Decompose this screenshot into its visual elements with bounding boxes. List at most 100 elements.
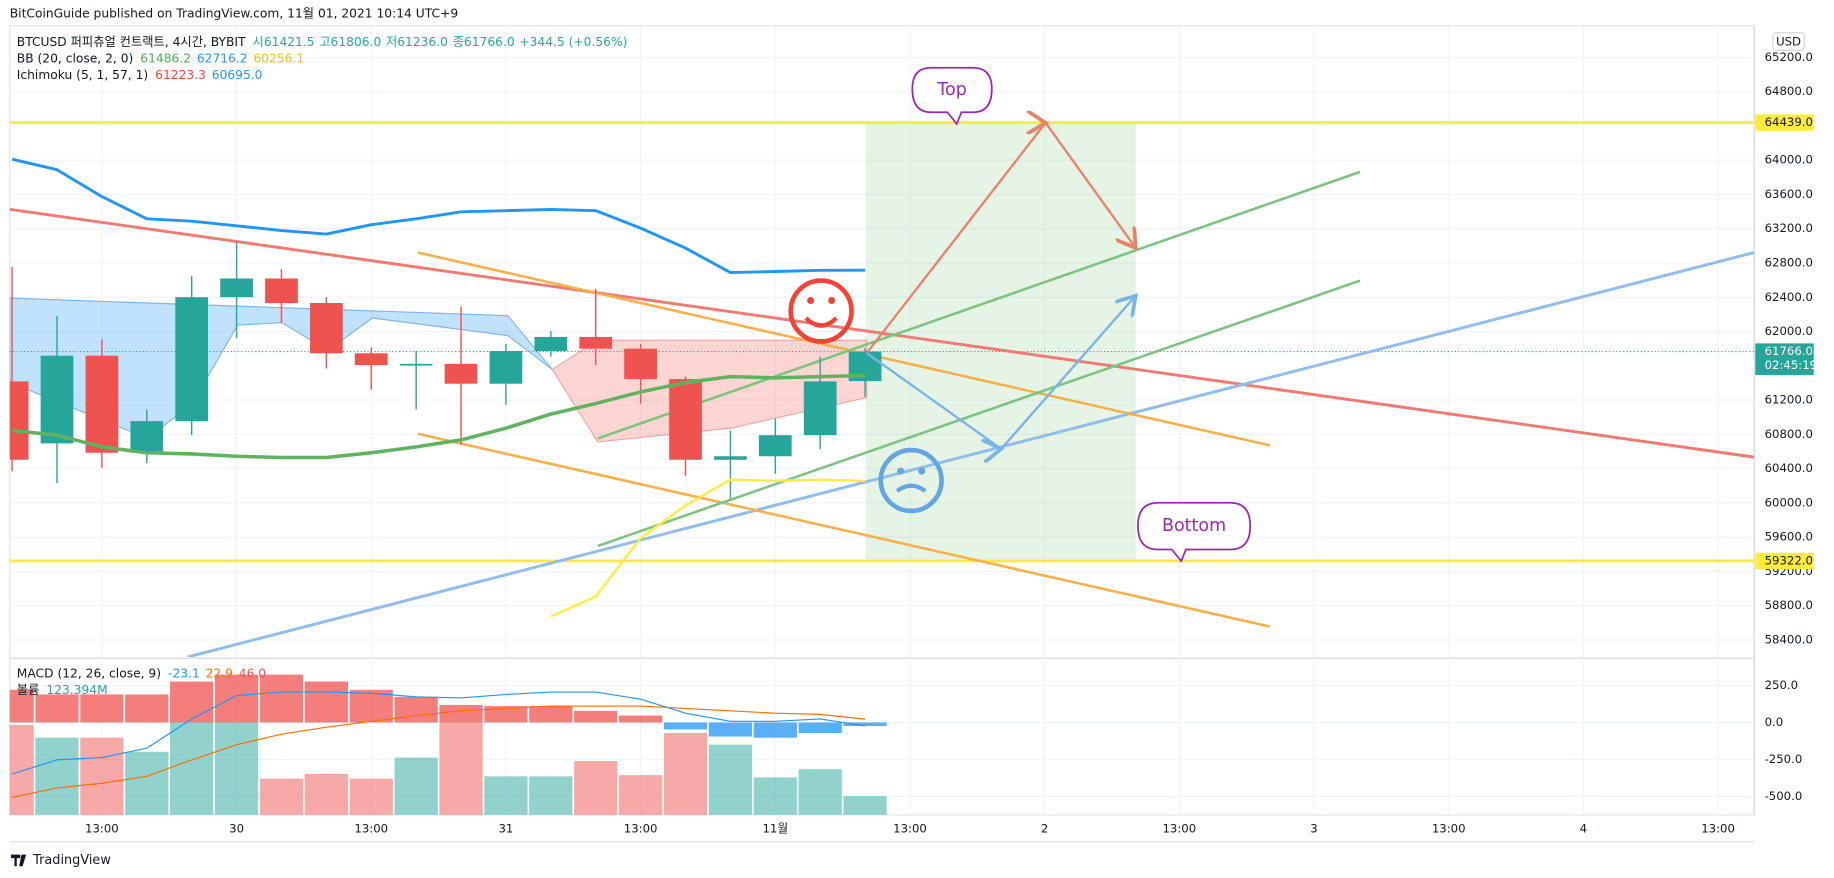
macd-pane — [9, 674, 887, 815]
candle-body — [669, 379, 702, 460]
symbol: BTCUSD 퍼피츄얼 컨트랙트, 4시간, BYBIT — [17, 35, 246, 49]
level-label: 64439.0 — [1765, 115, 1813, 129]
y-tick-label: 62000.0 — [1765, 324, 1813, 338]
value: 22.9 — [206, 666, 233, 680]
y-tick-label: 65200.0 — [1765, 50, 1813, 64]
x-tick-label: 13:00 — [893, 821, 927, 835]
value: -23.1 — [168, 666, 200, 680]
candle-body — [220, 278, 253, 298]
candles — [9, 242, 882, 499]
macd-histogram-bar — [394, 696, 438, 723]
indicator-line — [550, 478, 866, 618]
levels — [9, 121, 1755, 563]
volume-bar — [529, 776, 573, 815]
x-tick-label: 3 — [1310, 821, 1317, 835]
candle-body — [534, 336, 568, 351]
volume-bar — [708, 744, 753, 815]
x-tick-label: 2 — [1041, 821, 1048, 835]
volume-bar — [798, 769, 842, 815]
signal-line — [11, 705, 866, 798]
candle-body — [309, 303, 343, 354]
volume-bar — [35, 737, 79, 815]
value: 46.0 — [239, 666, 266, 680]
y-tick-label: 58400.0 — [1765, 632, 1813, 646]
trend-line — [597, 170, 1361, 440]
value: 60695.0 — [212, 67, 263, 81]
y-tick-label: 59600.0 — [1765, 530, 1813, 544]
y-tick-label: 64800.0 — [1765, 84, 1813, 98]
y-tick-label: 63600.0 — [1765, 187, 1813, 201]
candle-body — [265, 278, 298, 304]
ohlc: 종61766.0 — [453, 35, 515, 49]
legend: BTCUSD 퍼피츄얼 컨트랙트, 4시간, BYBIT 시61421.5 고618… — [17, 35, 628, 697]
indicator-line — [11, 373, 866, 460]
macd-histogram-bar — [304, 681, 348, 723]
candle-body — [758, 435, 792, 457]
change: +344.5 (+0.56%) — [519, 35, 627, 49]
indicator: 볼륨 — [17, 682, 40, 696]
macd-histogram-bar — [843, 722, 887, 727]
legend-row: Ichimoku (5, 1, 57, 1) 61223.3 60695.0 — [17, 67, 263, 81]
ichimoku-cloud-bull — [9, 297, 553, 440]
path-arrow — [866, 296, 1136, 449]
candle-body — [489, 350, 523, 384]
macd-histogram-bar — [170, 681, 214, 723]
indicator-lines — [11, 157, 866, 618]
macd-histogram-bar — [708, 722, 753, 737]
y-tick-label: 61200.0 — [1765, 393, 1813, 407]
y-tick-label: 62400.0 — [1765, 290, 1813, 304]
value: 60256.1 — [253, 51, 304, 65]
y2-tick-label: 250.0 — [1765, 678, 1798, 692]
currency: USD — [1776, 35, 1801, 49]
macd-histogram-bar — [798, 722, 842, 733]
level-badge — [1755, 552, 1814, 570]
volume-bar — [663, 732, 708, 815]
y-tick-label: 63200.0 — [1765, 221, 1813, 235]
logo — [10, 854, 27, 867]
volume-bar — [574, 761, 618, 815]
trend-line — [597, 279, 1361, 548]
volume-bar — [394, 757, 438, 815]
y-tick-label: 62800.0 — [1765, 256, 1813, 270]
ohlc: 고61806.0 — [319, 35, 381, 49]
value: 62716.2 — [197, 51, 248, 65]
legend-row: MACD (12, 26, close, 9) -23.1 22.9 46.0 — [17, 666, 266, 680]
axes: 65200.0 64800.0 64000.0 63600.0 63200.0 62800… — [85, 50, 1817, 835]
y-tick-label: 64000.0 — [1765, 153, 1813, 167]
last-price-badge — [1755, 343, 1814, 375]
annotation: Bottom — [1162, 516, 1226, 536]
macd-histogram-bar — [35, 694, 79, 723]
volume-bar — [304, 773, 348, 815]
path-arrow — [865, 123, 1136, 354]
x-tick-label: 13:00 — [1432, 821, 1466, 835]
macd-line — [11, 691, 866, 775]
candle-body — [175, 297, 209, 422]
currency-badge: USD — [1772, 32, 1805, 51]
volume-bar — [170, 722, 214, 815]
countdown: 02:45:19 — [1765, 358, 1818, 372]
indicator: BB (20, close, 2, 0) — [17, 51, 133, 65]
y2-tick-label: -500.0 — [1765, 789, 1803, 803]
level-label: 59322.0 — [1765, 553, 1813, 567]
y-tick-label: 58800.0 — [1765, 598, 1813, 612]
volume-bar — [843, 796, 887, 815]
macd-histogram-bar — [618, 715, 663, 723]
volume-bar — [214, 722, 259, 815]
annotation: Top — [936, 80, 967, 100]
candle-body — [624, 348, 657, 380]
candle-body — [130, 421, 164, 453]
candle-body — [579, 336, 613, 349]
x-tick-label: 13:00 — [85, 821, 119, 835]
volume-bar — [349, 778, 393, 815]
volume-bar — [80, 737, 124, 815]
candle-body — [85, 355, 119, 453]
x-tick-label: 11월 — [762, 821, 788, 835]
y2-tick-label: 0.0 — [1765, 715, 1784, 729]
last-price-label: 61766.0 — [1765, 344, 1813, 358]
legend-row: 볼륨 123.394M — [17, 682, 108, 696]
volume-bar — [439, 722, 483, 815]
macd-histogram-bar — [439, 704, 483, 723]
level-badge — [1755, 114, 1814, 131]
volume-bar — [259, 778, 304, 815]
